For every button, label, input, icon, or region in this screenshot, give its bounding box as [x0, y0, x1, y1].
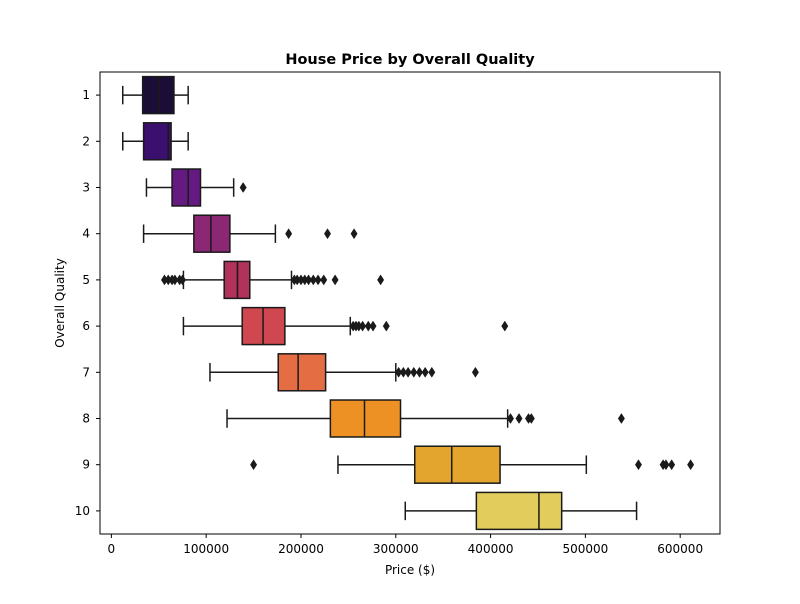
outlier-point [359, 320, 367, 332]
chart-title: House Price by Overall Quality [285, 52, 535, 68]
box-9 [413, 445, 501, 484]
outlier-point [285, 228, 293, 240]
outlier-point [314, 274, 322, 286]
x-tick-label: 100000 [183, 542, 229, 556]
outlier-point [305, 274, 313, 286]
y-tick-label: 3 [82, 181, 90, 195]
y-tick-label: 1 [82, 88, 90, 102]
box-10 [475, 491, 563, 531]
outlier-point [399, 366, 407, 378]
y-axis-label: Overall Quality [53, 258, 67, 348]
outlier-point [320, 274, 328, 286]
outlier-point [515, 413, 523, 424]
y-tick-label: 6 [82, 319, 90, 333]
outlier-point [501, 320, 509, 332]
x-tick-label: 0 [108, 542, 116, 556]
x-tick-label: 400000 [468, 542, 514, 556]
plot-frame [99, 71, 721, 535]
outlier-point [471, 366, 479, 378]
y-tick-label: 8 [82, 412, 90, 426]
box-4 [193, 214, 231, 253]
x-tick-label: 200000 [278, 542, 324, 556]
outlier-point [178, 274, 186, 286]
y-tick-label: 7 [82, 365, 90, 379]
outlier-point [668, 459, 676, 471]
outlier-point [331, 274, 339, 286]
outlier-point [250, 459, 258, 471]
outlier-point [617, 413, 625, 424]
outlier-point [428, 366, 436, 378]
x-tick-label: 600000 [657, 542, 703, 556]
outlier-point [404, 366, 412, 378]
outlier-point [171, 274, 179, 286]
outlier-point [634, 459, 642, 471]
outlier-point [662, 459, 670, 471]
outlier-point [410, 366, 418, 378]
x-tick-label: 500000 [562, 542, 608, 556]
box-8 [329, 399, 402, 438]
outlier-point [309, 274, 317, 286]
outlier-point [421, 366, 429, 378]
outlier-point [382, 320, 390, 332]
y-tick-label: 4 [82, 227, 90, 241]
outlier-point [687, 459, 695, 471]
outlier-point [527, 413, 535, 424]
outlier-point [415, 366, 423, 378]
x-tick-label: 300000 [373, 542, 419, 556]
outlier-point [239, 182, 247, 193]
outlier-point [377, 274, 385, 286]
outlier-point [395, 366, 403, 378]
outlier-point [350, 228, 358, 240]
y-tick-label: 10 [75, 504, 90, 518]
y-tick-label: 2 [82, 134, 90, 148]
box-3 [171, 168, 202, 207]
box-2 [142, 122, 172, 161]
box-7 [277, 353, 327, 392]
y-tick-label: 5 [82, 273, 90, 287]
plot-area: 0 100000 200000 300000 400000 500000 600000 1 2 3… [75, 75, 703, 556]
outlier-point [369, 320, 377, 332]
outlier-point [364, 320, 372, 332]
x-axis-label: Price ($) [385, 563, 435, 577]
y-tick-label: 9 [82, 458, 90, 472]
outlier-point [506, 413, 514, 424]
outlier-point [324, 228, 332, 240]
